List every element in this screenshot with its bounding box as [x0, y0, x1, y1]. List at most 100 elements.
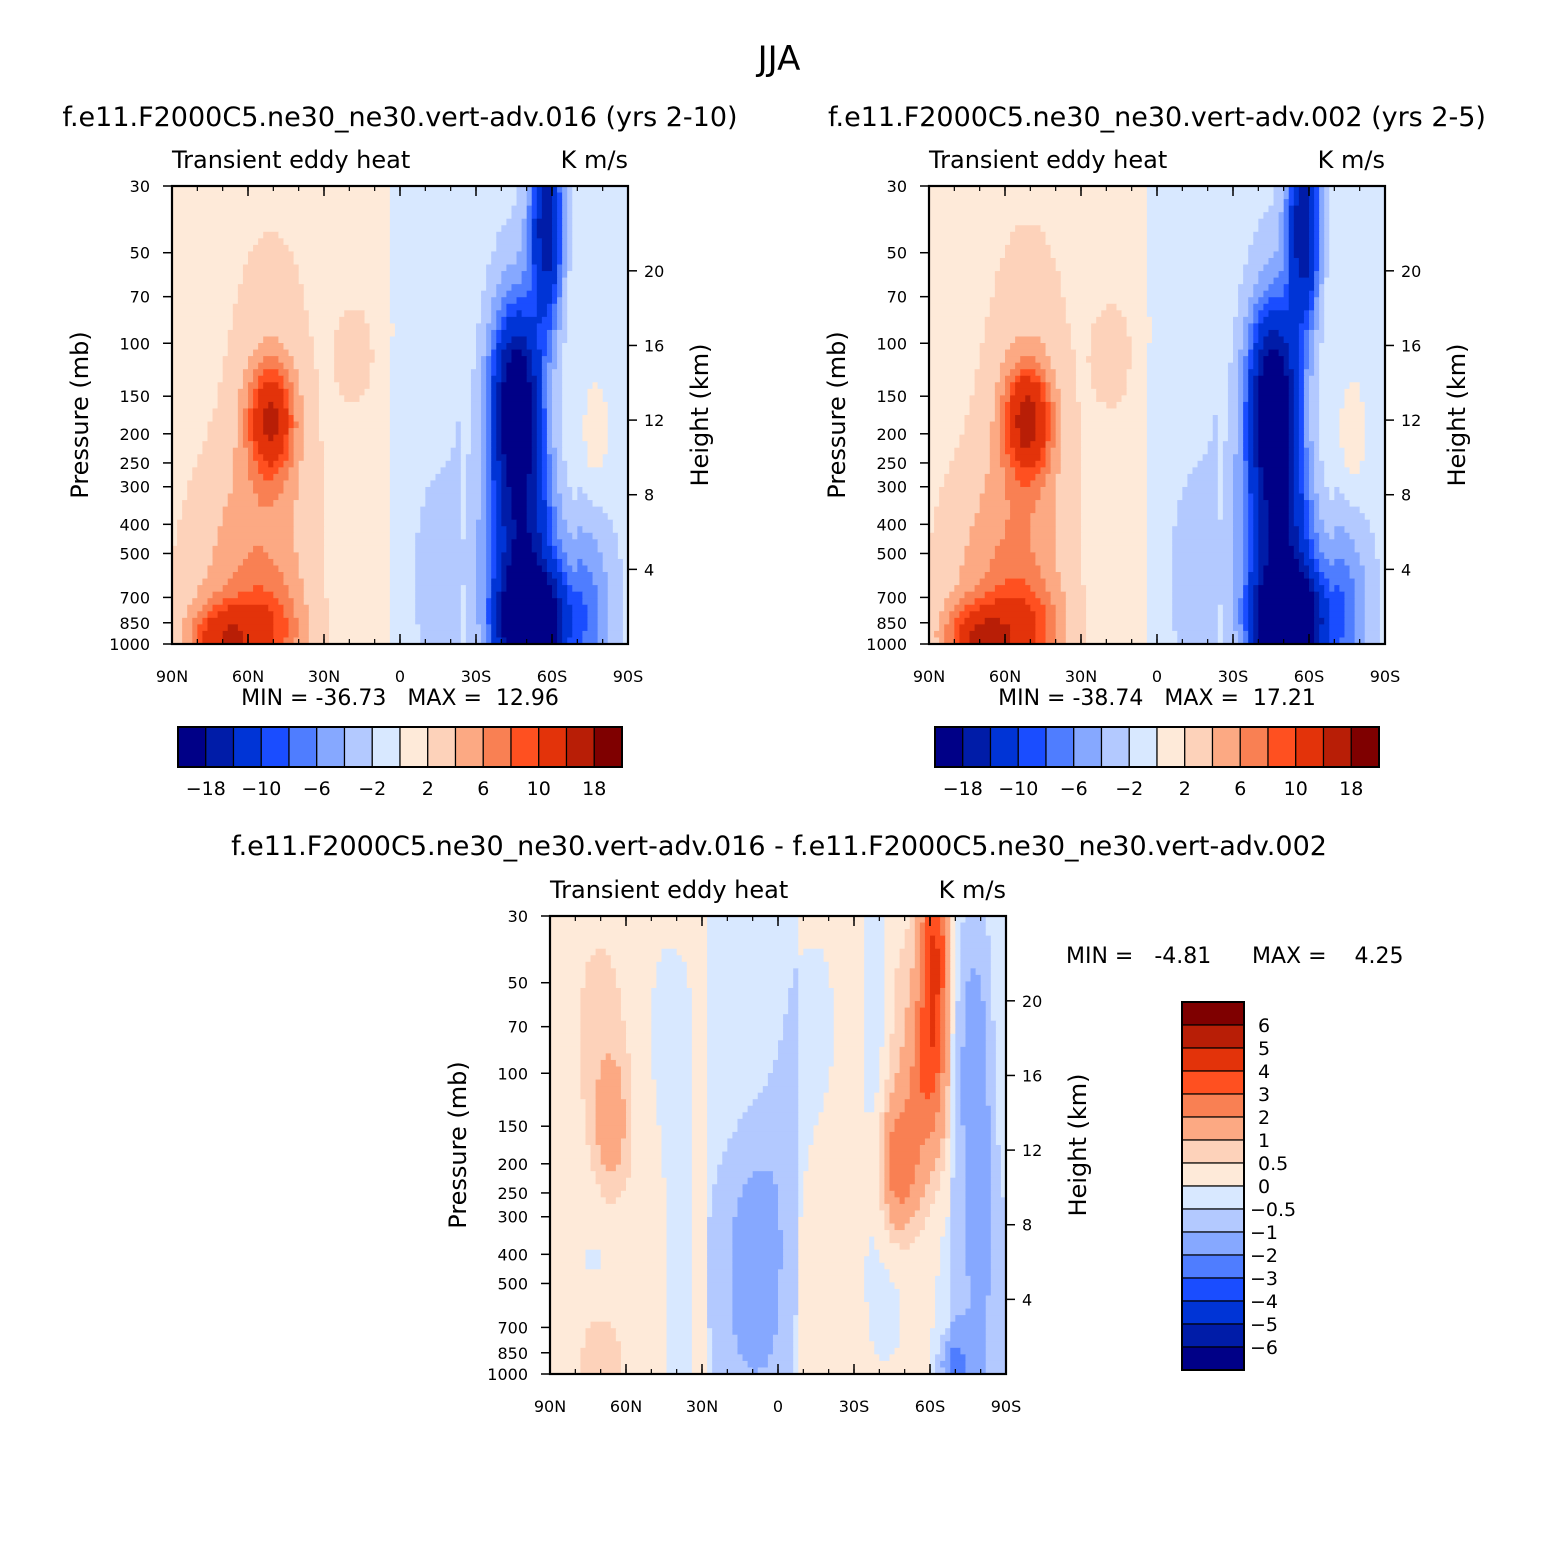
cbar3-swatch [1181, 1323, 1245, 1348]
panel1-ytick-label: 150 [119, 387, 150, 406]
cbar3-swatch [1181, 1346, 1245, 1371]
cbar1-swatch [343, 726, 373, 768]
panel1-ytick-label: 200 [119, 425, 150, 444]
cbar1-swatch [593, 726, 623, 768]
panel1-variable-label: Transient eddy heat [171, 146, 410, 174]
panel1-xtick-label: 30S [461, 667, 492, 686]
panel3-xtick-label: 60S [915, 1397, 946, 1416]
cbar3-swatch [1181, 1024, 1245, 1049]
cbar2-label: −10 [998, 778, 1038, 800]
cbar2-label: 10 [1284, 778, 1308, 800]
cbar2-label: −6 [1060, 778, 1088, 800]
cbar1-label: 18 [582, 778, 606, 800]
panel3-ytick-label: 250 [497, 1184, 528, 1203]
cbar2-label: −2 [1115, 778, 1143, 800]
panel2-ytick-label: 500 [876, 544, 907, 563]
panel3-ytick-label: 700 [497, 1318, 528, 1337]
panel1-ytick-label: 1000 [109, 635, 150, 654]
panel3-y2label: Height (km) [1064, 1074, 1092, 1217]
panel3-xtick-label: 90N [534, 1397, 566, 1416]
cbar3-label: −6 [1250, 1337, 1278, 1359]
cbar2-swatch [1295, 726, 1325, 768]
cbar2-swatch [1100, 726, 1130, 768]
cbar2-swatch [1156, 726, 1186, 768]
panel3-y2tick-label: 12 [1022, 1141, 1042, 1160]
panel1-title: f.e11.F2000C5.ne30_ne30.vert-adv.016 (yr… [62, 102, 737, 133]
panel3-y2tick-label: 20 [1022, 992, 1042, 1011]
panel3-ytick-label: 30 [508, 907, 528, 926]
cbar1-swatch [177, 726, 207, 768]
panel2-ytick-label: 700 [876, 588, 907, 607]
cbar2-swatch [1322, 726, 1352, 768]
cbar3-label: 1 [1258, 1130, 1270, 1152]
panel3-ytick-label: 150 [497, 1117, 528, 1136]
panel1-colorbar: −18 −10 −6 −2 2 6 10 18 [177, 726, 623, 800]
panel3-xtick-label: 30N [686, 1397, 718, 1416]
panel2-plot: 90N 60N 30N 0 30S 60S 90S 30 50 70 100 150 200 250 300… [823, 146, 1471, 686]
panel3-ytick-label: 850 [497, 1344, 528, 1363]
panel2-y2tick-label: 12 [1401, 411, 1421, 430]
panel1-ytick-label: 30 [130, 177, 150, 196]
panel1-y2tick-label: 8 [644, 486, 654, 505]
cbar3-label: −3 [1250, 1268, 1278, 1290]
cbar3-swatch [1181, 1254, 1245, 1279]
cbar2-swatch [1128, 726, 1158, 768]
cbar3-label: −4 [1250, 1291, 1278, 1313]
panel2-ytick-label: 30 [887, 177, 907, 196]
cbar2-swatch [1350, 726, 1380, 768]
panel1-ytick-label: 850 [119, 614, 150, 633]
panel2-ytick-label: 70 [887, 288, 907, 307]
panel2-xtick-label: 90S [1370, 667, 1401, 686]
panel1-y2tick-label: 16 [644, 336, 664, 355]
panel1-ytick-label: 300 [119, 478, 150, 497]
panel1-y2tick-label: 4 [644, 560, 654, 579]
panel2-y2tick-label: 8 [1401, 486, 1411, 505]
cbar2-swatch [1267, 726, 1297, 768]
cbar1-label: −18 [186, 778, 226, 800]
panel2-y2tick-label: 4 [1401, 560, 1411, 579]
panel3-ytick-label: 70 [508, 1018, 528, 1037]
panel1-ytick-label: 50 [130, 244, 150, 263]
cbar3-swatch [1181, 1300, 1245, 1325]
cbar1-label: −2 [358, 778, 386, 800]
season-title: JJA [756, 39, 801, 79]
panel1-xtick-label: 30N [308, 667, 340, 686]
panel3-y2tick-label: 16 [1022, 1066, 1042, 1085]
panel1-xtick-label: 60S [537, 667, 568, 686]
cbar2-swatch [1073, 726, 1103, 768]
cbar2-label: 6 [1234, 778, 1246, 800]
panel1-xtick-label: 90S [613, 667, 644, 686]
panel1-y2tick-label: 12 [644, 411, 664, 430]
panel2-stats: MIN = -38.74 MAX = 17.21 [998, 686, 1316, 711]
cbar1-label: −10 [241, 778, 281, 800]
panel2-xtick-label: 30N [1065, 667, 1097, 686]
cbar1-swatch [454, 726, 484, 768]
cbar1-swatch [565, 726, 595, 768]
panel3-y2tick-label: 4 [1022, 1290, 1032, 1309]
panel3-ytick-label: 1000 [487, 1365, 528, 1384]
cbar3-label: 5 [1258, 1038, 1270, 1060]
cbar1-swatch [371, 726, 401, 768]
cbar2-swatch [962, 726, 992, 768]
panel3-ytick-label: 100 [497, 1064, 528, 1083]
panel2-y2label: Height (km) [1443, 344, 1471, 487]
panel1-field [172, 186, 629, 645]
cbar2-swatch [1017, 726, 1047, 768]
cbar1-swatch [260, 726, 290, 768]
cbar1-swatch [482, 726, 512, 768]
panel1-xtick-label: 0 [395, 667, 405, 686]
cbar3-label: 0 [1258, 1176, 1270, 1198]
panel3-y2tick-label: 8 [1022, 1216, 1032, 1235]
cbar3-swatch [1181, 1001, 1245, 1026]
cbar3-swatch [1181, 1093, 1245, 1118]
cbar3-swatch [1181, 1070, 1245, 1095]
panel1-y2label: Height (km) [686, 344, 714, 487]
cbar3-swatch [1181, 1231, 1245, 1256]
cbar2-label: 18 [1339, 778, 1363, 800]
cbar3-label: −2 [1250, 1245, 1278, 1267]
cbar3-label: 0.5 [1258, 1153, 1288, 1175]
panel1-ytick-label: 250 [119, 454, 150, 473]
panel3-ylabel: Pressure (mb) [444, 1061, 472, 1228]
